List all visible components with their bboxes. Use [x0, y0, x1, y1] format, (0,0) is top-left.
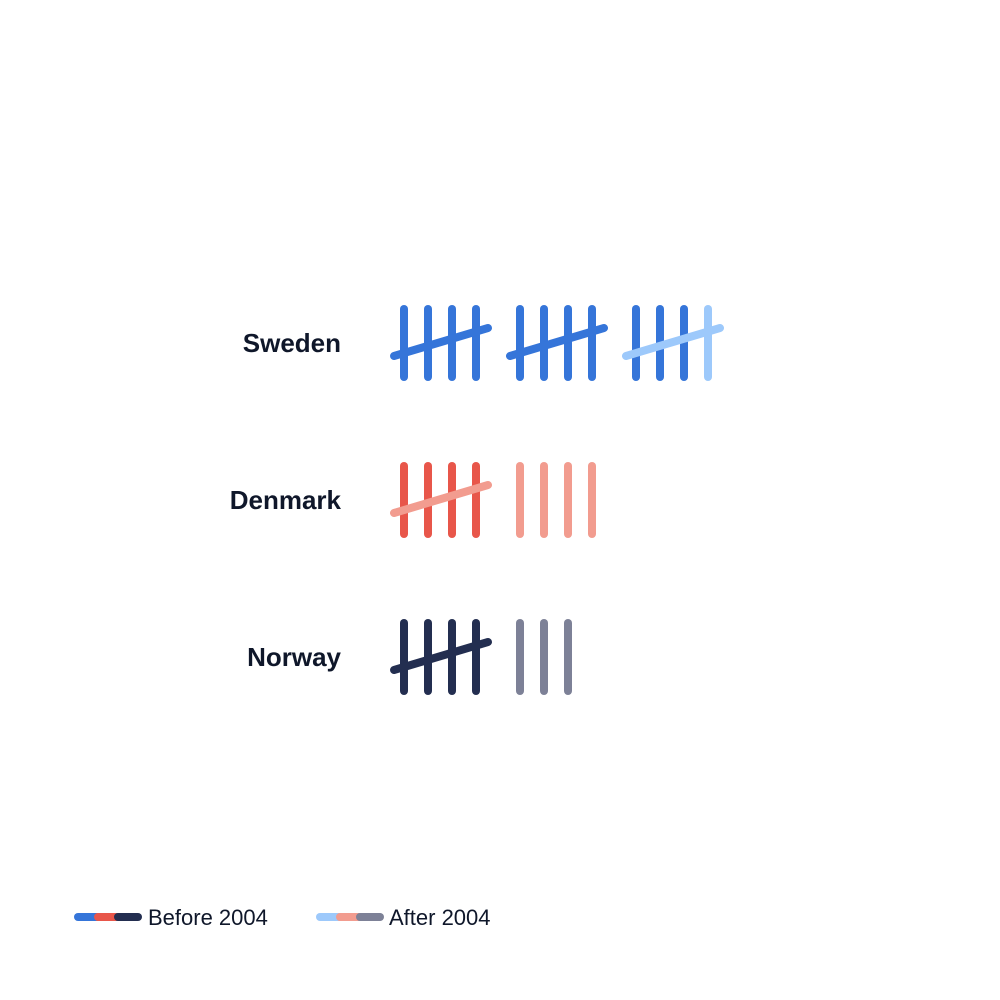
tally-mark-sweden-10-cross — [506, 324, 608, 360]
row-label-sweden: Sweden — [243, 328, 341, 358]
row-label-norway: Norway — [247, 642, 341, 672]
tally-mark-norway-5-cross — [390, 638, 492, 674]
legend-label-1: Before 2004 — [148, 905, 268, 930]
tally-mark-sweden-5-cross — [390, 324, 492, 360]
tally-mark-denmark-5-cross — [390, 481, 492, 517]
row-label-denmark: Denmark — [230, 485, 342, 515]
tally-mark-sweden-15-cross — [622, 324, 724, 360]
legend-label-2: After 2004 — [389, 905, 491, 930]
